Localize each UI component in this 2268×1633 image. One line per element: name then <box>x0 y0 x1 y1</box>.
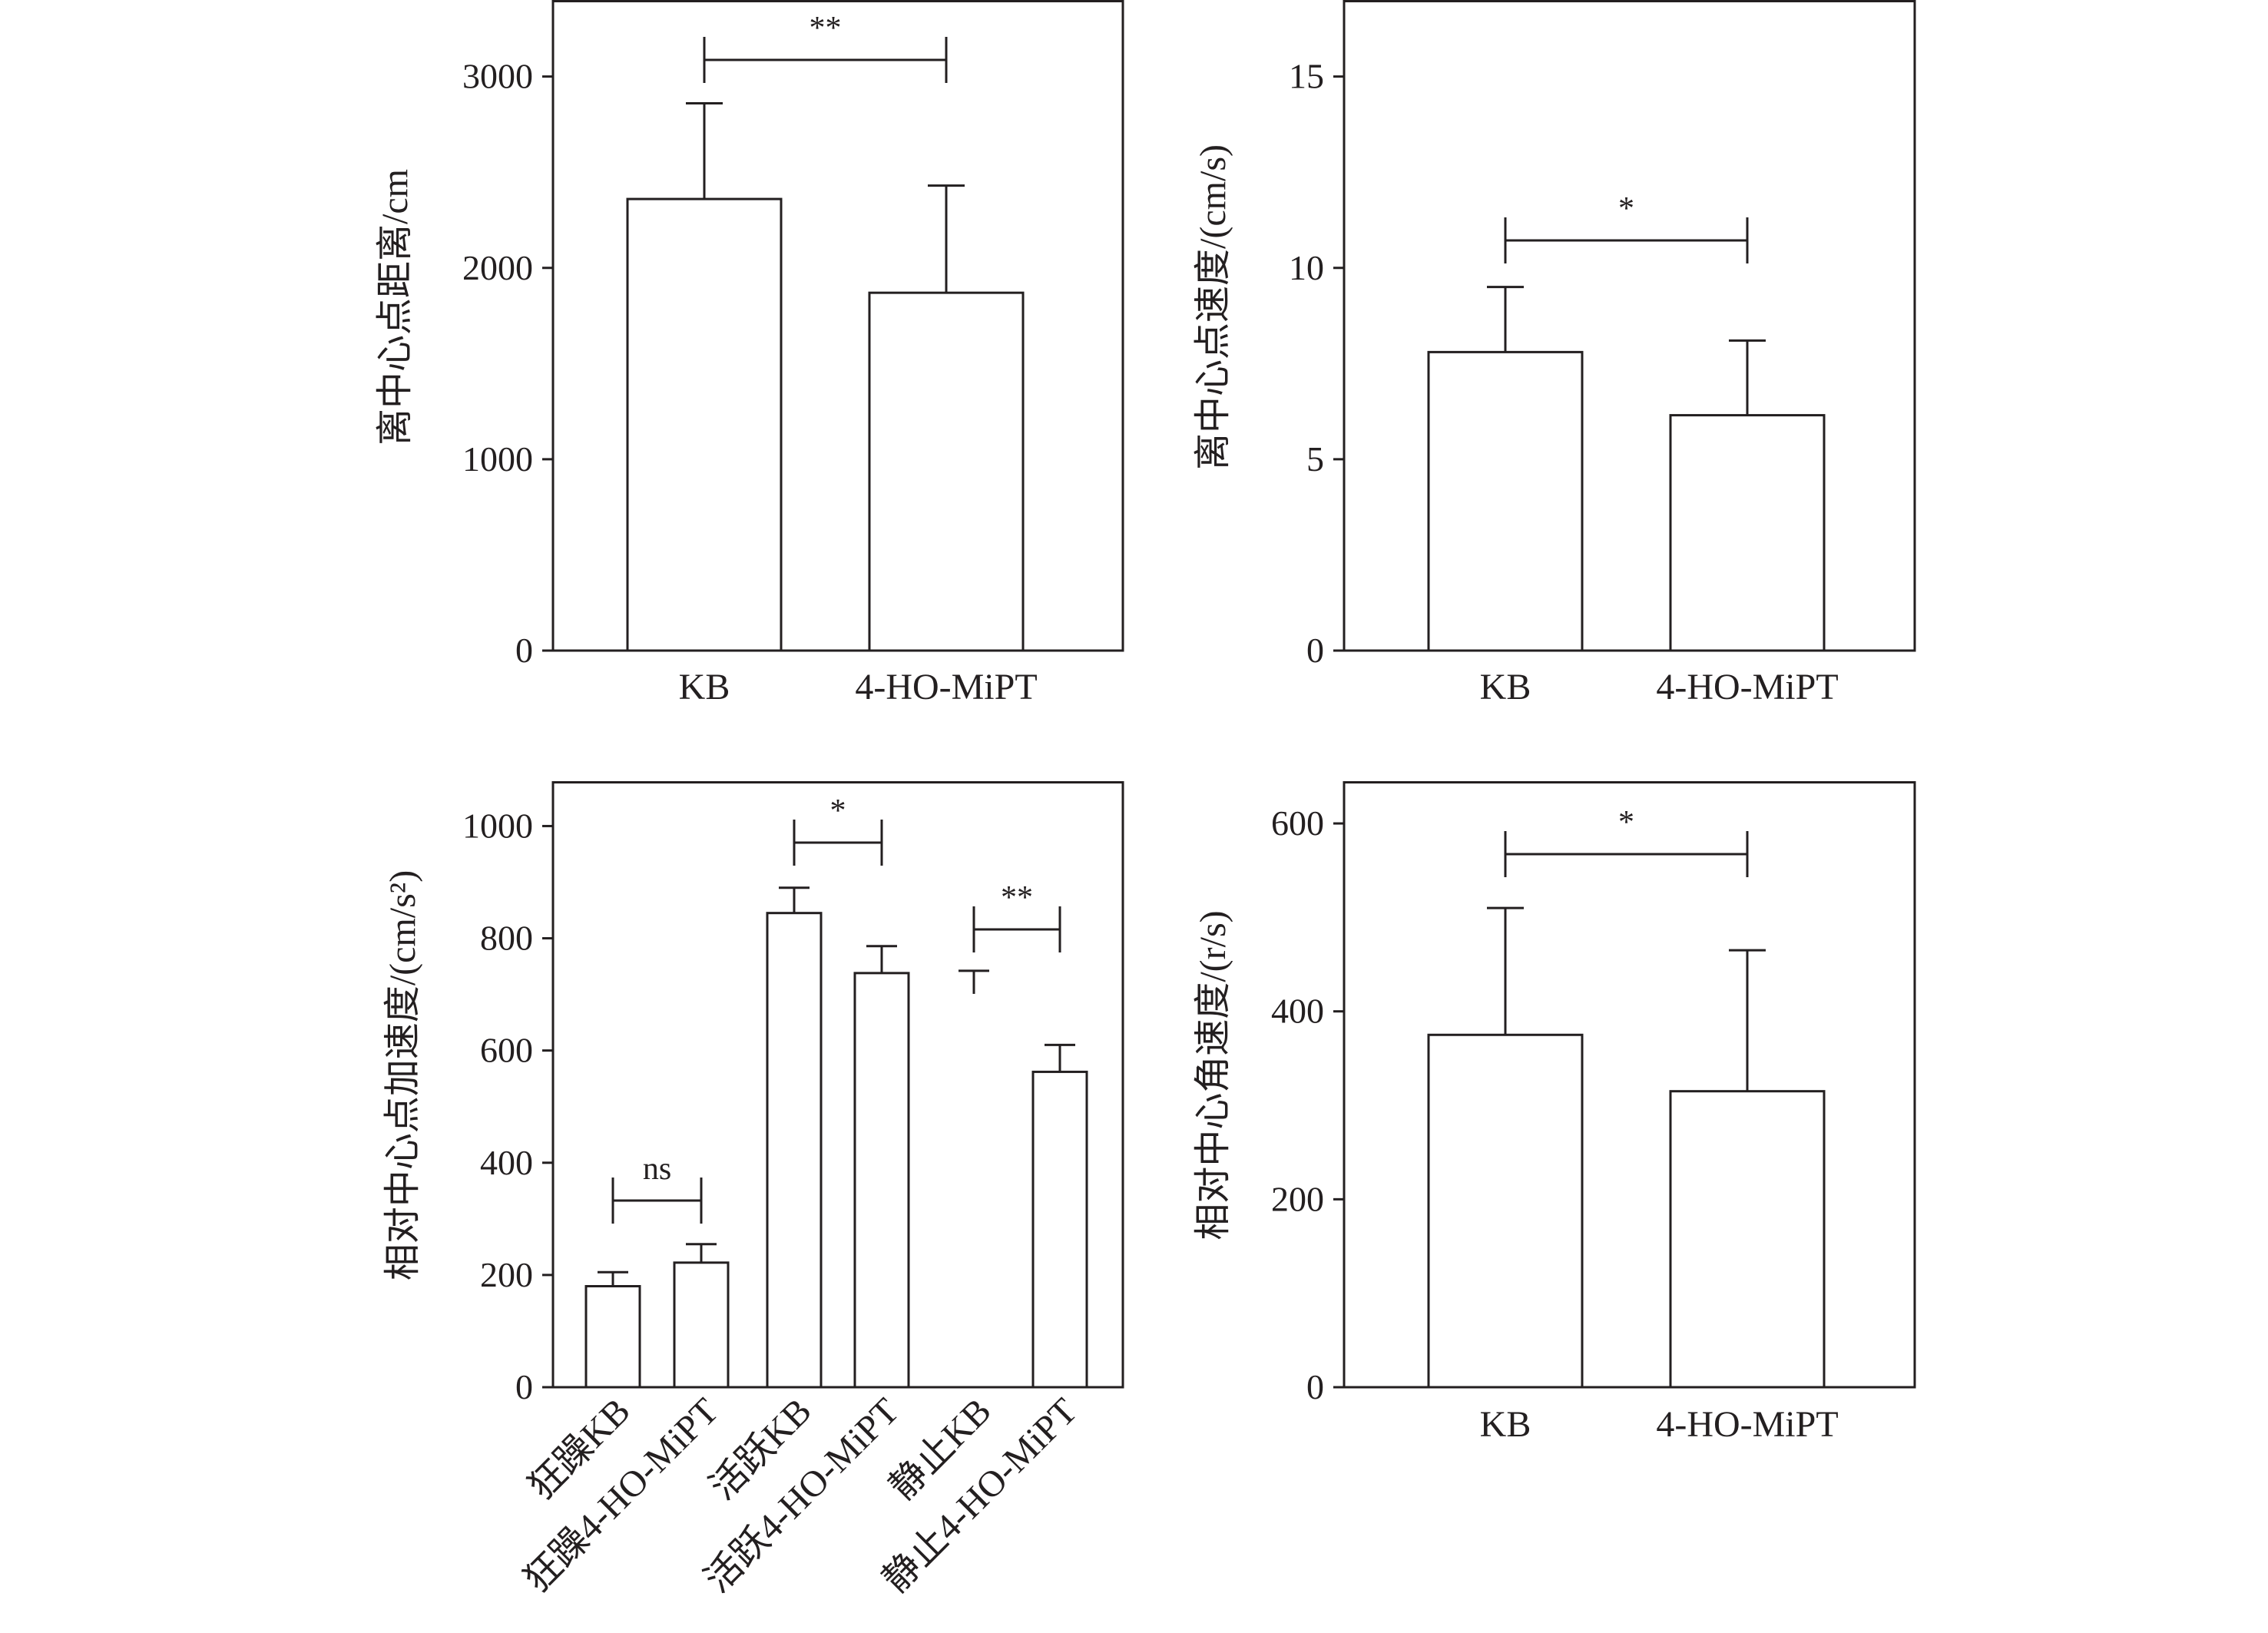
y-axis-label: 离中心点速度/(cm/s) <box>1193 144 1233 470</box>
category-label: KB <box>1480 1404 1531 1445</box>
bar-acceleration-0 <box>584 1285 641 1389</box>
y-tick-label: 5 <box>1306 439 1324 479</box>
significance-label: ** <box>810 11 842 46</box>
significance-label: ns <box>643 1151 671 1187</box>
y-tick-label: 200 <box>1271 1179 1324 1218</box>
bar-speed-0 <box>1427 350 1584 652</box>
category-label: KB <box>1480 667 1531 707</box>
significance-label: * <box>1618 191 1634 227</box>
bar-distance-0 <box>626 197 783 652</box>
y-tick-label: 600 <box>480 1031 533 1070</box>
y-tick-label: 0 <box>1306 631 1324 670</box>
chart-panel-distance: 0 1000 2000 3000 离中心点距离/cm KB 4-HO-MiPT ** <box>375 0 1124 707</box>
bar-angular-speed-0 <box>1427 1033 1584 1389</box>
y-tick-label: 200 <box>480 1255 533 1294</box>
y-tick-label: 400 <box>1271 992 1324 1031</box>
y-axis-label: 相对中心点加速度/(cm/s²) <box>382 870 423 1280</box>
category-label: 4-HO-MiPT <box>1656 1404 1838 1445</box>
plot-frame <box>551 0 1124 652</box>
bar-acceleration-5 <box>1031 1070 1088 1389</box>
significance-label: * <box>1618 805 1634 840</box>
bar-speed-1 <box>1669 414 1826 652</box>
y-tick-label: 15 <box>1289 57 1324 96</box>
chart-panel-acceleration: 02004006008001000相对中心点加速度/(cm/s²)狂躁KB狂躁4… <box>382 781 1124 1600</box>
significance-bracket <box>793 820 883 866</box>
y-axis-label: 离中心点距离/cm <box>375 169 416 446</box>
category-label: KB <box>679 667 730 707</box>
category-label: 4-HO-MiPT <box>855 667 1037 707</box>
y-tick-label: 400 <box>480 1143 533 1182</box>
significance-bracket <box>972 906 1061 952</box>
y-tick-label: 800 <box>480 919 533 958</box>
significance-bracket <box>1504 217 1749 263</box>
plot-frame <box>1343 781 1916 1389</box>
chart-panel-angular-speed: 0 200 400 600 相对中心角速度/(r/s) KB 4-HO-MiPT * <box>1193 781 1916 1445</box>
y-tick-label: 0 <box>515 631 533 670</box>
significance-label: * <box>830 793 846 829</box>
significance-bracket <box>703 37 948 83</box>
y-tick-label: 1000 <box>462 439 533 479</box>
y-tick-label: 0 <box>515 1367 533 1406</box>
bar-acceleration-3 <box>853 972 910 1389</box>
bar-distance-1 <box>868 291 1025 652</box>
significance-label: ** <box>1001 880 1033 916</box>
y-tick-label: 3000 <box>462 57 533 96</box>
y-axis-label: 相对中心角速度/(r/s) <box>1193 910 1233 1240</box>
bar-acceleration-1 <box>673 1261 730 1389</box>
category-label: 4-HO-MiPT <box>1656 667 1838 707</box>
y-tick-label: 10 <box>1289 248 1324 287</box>
plot-frame <box>551 781 1124 1389</box>
bar-acceleration-2 <box>766 912 823 1389</box>
significance-bracket <box>1504 831 1749 877</box>
plot-frame <box>1343 0 1916 652</box>
y-tick-label: 2000 <box>462 248 533 287</box>
y-tick-label: 1000 <box>462 806 533 845</box>
chart-panel-speed: 0 5 10 15 离中心点速度/(cm/s) KB 4-HO-MiPT * <box>1193 0 1916 707</box>
significance-bracket <box>611 1178 703 1224</box>
bar-angular-speed-1 <box>1669 1090 1826 1389</box>
y-tick-label: 0 <box>1306 1367 1324 1406</box>
y-tick-label: 600 <box>1271 803 1324 843</box>
